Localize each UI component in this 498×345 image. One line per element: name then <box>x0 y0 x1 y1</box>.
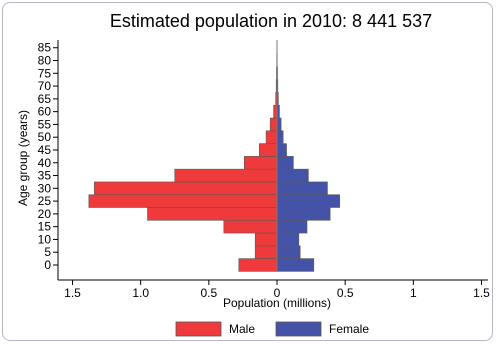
y-tick-label-45: 45 <box>38 143 52 157</box>
y-tick-label-10: 10 <box>38 232 52 246</box>
bar-male-age-5 <box>254 245 278 259</box>
y-tick-label-80: 80 <box>38 54 52 68</box>
bar-female-age-25 <box>276 194 341 208</box>
bar-female-age-55 <box>276 117 282 132</box>
x-tick-label-0: 1.5 <box>64 286 81 300</box>
y-tick-label-20: 20 <box>38 207 52 221</box>
bar-female-age-5 <box>276 245 301 259</box>
y-tick-label-65: 65 <box>38 92 52 106</box>
y-tick-label-15: 15 <box>38 220 52 234</box>
bar-male-age-20 <box>147 207 278 221</box>
legend: Male Female <box>175 321 369 337</box>
bar-female-age-15 <box>276 219 308 234</box>
bar-female-age-35 <box>276 168 309 183</box>
y-tick-label-25: 25 <box>38 194 52 208</box>
x-tick-label-6: 1.5 <box>473 286 490 300</box>
x-tick-label-4: 0.5 <box>337 286 354 300</box>
legend-label-male: Male <box>229 322 255 336</box>
bars-group <box>88 40 341 272</box>
y-tick-label-70: 70 <box>38 79 52 93</box>
y-tick-label-35: 35 <box>38 169 52 183</box>
bar-male-age-30 <box>94 181 278 196</box>
y-tick-label-0: 0 <box>44 258 51 272</box>
bar-male-age-40 <box>243 156 278 170</box>
bar-male-age-10 <box>254 232 278 247</box>
y-tick-label-60: 60 <box>38 105 52 119</box>
legend-swatch-female <box>275 321 322 337</box>
bar-female-age-45 <box>276 143 287 157</box>
y-tick-label-40: 40 <box>38 156 52 170</box>
legend-label-female: Female <box>329 322 369 336</box>
x-axis-label: Population (millions) <box>223 296 331 310</box>
y-tick-label-85: 85 <box>38 41 52 55</box>
x-tick-label-1: 1.0 <box>132 286 149 300</box>
x-tick-label-5: 1 <box>410 286 417 300</box>
x-axis: 1.5 1.0 0.5 0 0.5 1 1.5 <box>58 279 490 300</box>
y-tick-label-75: 75 <box>38 66 52 80</box>
bar-male-age-55 <box>269 117 278 132</box>
y-tick-label-30: 30 <box>38 181 52 195</box>
bar-male-age-25 <box>88 194 278 208</box>
bar-female-age-50 <box>276 130 284 144</box>
bar-male-age-45 <box>258 143 278 157</box>
bar-female-age-10 <box>276 232 300 247</box>
x-tick-label-2: 0.5 <box>200 286 217 300</box>
x-tick-label-3: 0 <box>274 286 281 300</box>
bar-female-age-20 <box>276 207 331 221</box>
bar-male-age-60 <box>273 104 278 119</box>
y-tick-label-50: 50 <box>38 130 52 144</box>
bar-male-age-0 <box>238 258 278 272</box>
bar-male-age-15 <box>223 219 278 234</box>
chart-title: Estimated population in 2010: 8 441 537 <box>110 11 432 31</box>
y-tick-label-55: 55 <box>38 117 52 131</box>
bar-male-age-50 <box>265 130 278 144</box>
legend-swatch-male <box>175 321 222 337</box>
bar-male-age-35 <box>174 168 278 183</box>
bar-female-age-40 <box>276 156 294 170</box>
y-tick-label-5: 5 <box>44 245 51 259</box>
y-axis-label: Age group (years) <box>16 110 30 206</box>
bar-female-age-30 <box>276 181 328 196</box>
bar-female-age-0 <box>276 258 315 272</box>
